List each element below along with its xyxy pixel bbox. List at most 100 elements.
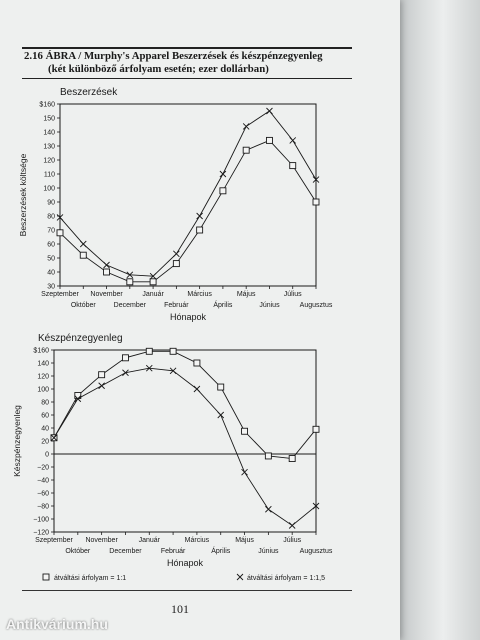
data-point [126, 271, 134, 279]
y-tick-label: 90 [47, 200, 55, 207]
y-tick-label: 20 [41, 439, 49, 446]
data-point [145, 364, 153, 372]
data-point [149, 272, 157, 280]
data-point [312, 502, 320, 510]
y-tick-label: 60 [47, 242, 55, 249]
data-point [242, 123, 250, 130]
data-point [56, 214, 64, 221]
caption-line-2: (két különböző árfolyam esetén; ezer dol… [48, 63, 269, 75]
y-tick-label: 80 [41, 400, 49, 407]
data-point [217, 411, 225, 419]
y-tick-label: $160 [39, 102, 55, 109]
chart-purchases: $160 150 140 130 120 110 100 90 80 70 60 50 40 30Szep… [18, 87, 333, 322]
data-point [219, 170, 227, 178]
x-tick-label: Szeptember [35, 537, 73, 544]
data-point [193, 385, 201, 393]
data-point [288, 522, 296, 529]
data-point [122, 354, 129, 362]
y-tick-label: 0 [45, 452, 49, 459]
x-tick-label: Április [213, 300, 233, 309]
y-tick-label: −60 [37, 491, 49, 498]
y-tick-label: 40 [41, 426, 49, 433]
x-tick-label: Augusztus [300, 302, 333, 309]
page-number: 101 [171, 602, 189, 616]
data-point [266, 136, 273, 144]
x-tick-label: Szeptember [41, 291, 79, 298]
data-point [169, 367, 177, 375]
x-tick-label: Április [211, 546, 231, 555]
data-point [79, 251, 87, 259]
y-tick-label: 40 [47, 270, 55, 277]
data-point [149, 278, 157, 286]
x-tick-label: Június [259, 302, 280, 309]
caption-line-1: 2.16 ÁBRA / Murphy's Apparel Beszerzések… [24, 50, 323, 62]
y-tick-label: 140 [43, 130, 55, 137]
data-point [265, 505, 272, 513]
plot-frame [53, 349, 317, 533]
data-point [98, 371, 106, 379]
header-rule [22, 78, 352, 79]
data-point [193, 359, 201, 367]
data-point [98, 382, 105, 390]
legend-label-1: átváltási árfolyam = 1:1 [54, 575, 126, 582]
y-tick-label: 80 [47, 214, 55, 221]
x-tick-label: Március [187, 291, 212, 298]
x-tick-label: Január [142, 291, 164, 298]
data-point [50, 434, 58, 442]
data-point [145, 347, 153, 355]
data-point [266, 107, 273, 115]
x-tick-label: Július [283, 537, 301, 544]
x-tick-label: Május [235, 537, 254, 544]
x-tick-label: Július [284, 291, 302, 298]
x-tick-label: Február [161, 548, 186, 555]
x-tick-label: Június [258, 548, 279, 555]
series-line [59, 110, 317, 277]
x-axis-label: Hónapok [167, 558, 204, 568]
legend-label-2: átváltási árfolyam = 1:1,5 [247, 575, 325, 582]
data-point [196, 226, 204, 234]
x-tick-label: November [90, 291, 123, 298]
y-tick-label: −100 [33, 517, 49, 524]
data-point [56, 229, 64, 237]
figure-caption: 2.16 ÁBRA / Murphy's Apparel Beszerzések… [24, 50, 354, 76]
data-point [288, 455, 296, 462]
y-tick-label: −120 [33, 530, 49, 537]
data-point [312, 176, 320, 183]
data-point [74, 395, 82, 403]
x-tick-label: November [85, 537, 118, 544]
y-tick-label: 150 [43, 116, 55, 123]
data-point [126, 278, 134, 286]
x-tick-label: Május [237, 291, 256, 298]
y-tick-label: 120 [43, 158, 55, 165]
data-point [312, 198, 320, 206]
y-axis-label: Készpénzegyenleg [12, 405, 22, 477]
top-rule [22, 47, 352, 49]
legend: átváltási árfolyam = 1:1 átváltási árfoly… [42, 573, 325, 582]
data-point [264, 452, 272, 460]
data-point [289, 137, 297, 144]
y-axis-label: Beszerzések költsége [18, 153, 28, 236]
x-tick-label: Február [164, 302, 189, 309]
x-tick-label: Január [139, 537, 161, 544]
data-point [169, 347, 177, 355]
series-line [53, 350, 317, 460]
chart-title: Készpénzegyenleg [38, 333, 123, 344]
y-tick-label: −20 [37, 465, 49, 472]
series-line [59, 139, 317, 283]
data-point [122, 369, 129, 377]
data-point [172, 260, 180, 268]
chart-title: Beszerzések [60, 87, 118, 98]
data-point [241, 468, 248, 476]
data-point [173, 250, 180, 258]
data-point [103, 268, 110, 276]
y-tick-label: −40 [37, 478, 49, 485]
y-tick-label: 70 [47, 228, 55, 235]
data-point [312, 425, 320, 433]
y-tick-label: 140 [37, 361, 49, 368]
x-tick-label: Március [185, 537, 210, 544]
series-line [53, 367, 317, 527]
y-tick-label: 60 [41, 413, 49, 420]
watermark-logo: Antikvárium.hu [6, 616, 108, 632]
y-tick-label: −80 [37, 504, 49, 511]
y-tick-label: 100 [43, 186, 55, 193]
